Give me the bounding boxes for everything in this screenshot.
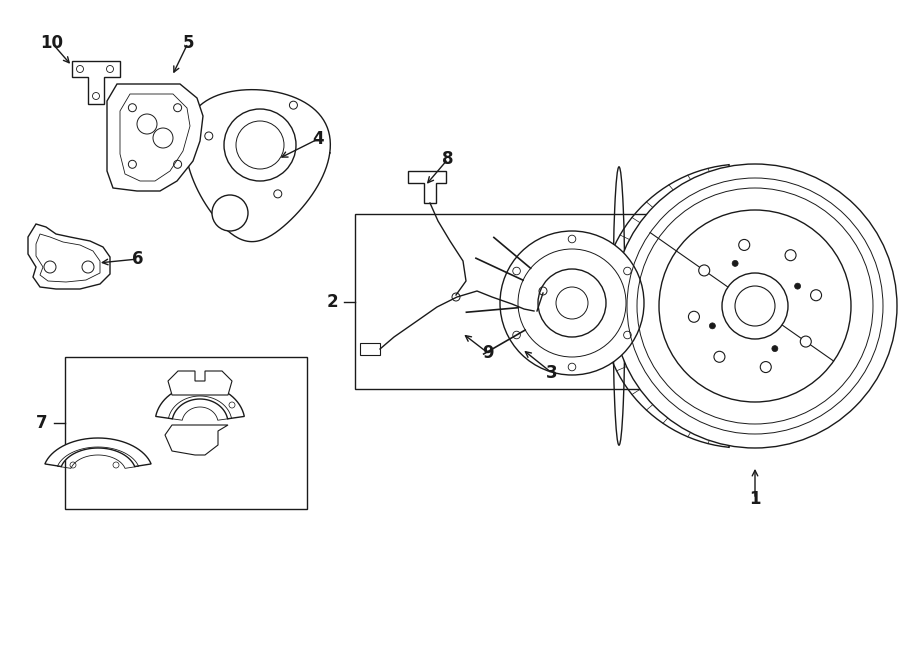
Circle shape xyxy=(224,109,296,181)
Polygon shape xyxy=(28,224,110,289)
Circle shape xyxy=(538,269,606,337)
Text: 8: 8 xyxy=(442,150,454,168)
Text: 3: 3 xyxy=(546,364,558,382)
Polygon shape xyxy=(168,371,232,395)
Polygon shape xyxy=(107,84,203,191)
Text: 7: 7 xyxy=(36,414,48,432)
Text: 9: 9 xyxy=(482,344,494,362)
Circle shape xyxy=(772,346,778,352)
Bar xyxy=(65,357,307,509)
Circle shape xyxy=(811,290,822,301)
Circle shape xyxy=(698,265,710,276)
Circle shape xyxy=(613,164,897,448)
Polygon shape xyxy=(360,343,380,355)
Circle shape xyxy=(795,283,801,289)
Circle shape xyxy=(722,273,788,339)
Polygon shape xyxy=(72,61,120,104)
Circle shape xyxy=(709,323,716,329)
Bar xyxy=(355,214,655,389)
Circle shape xyxy=(212,195,248,231)
Circle shape xyxy=(44,261,56,273)
Polygon shape xyxy=(45,438,151,467)
Circle shape xyxy=(739,239,750,251)
Text: 10: 10 xyxy=(40,34,64,52)
Polygon shape xyxy=(156,385,244,419)
Circle shape xyxy=(688,311,699,323)
Circle shape xyxy=(732,260,738,266)
Circle shape xyxy=(800,336,811,347)
Text: 5: 5 xyxy=(182,34,194,52)
Circle shape xyxy=(714,351,724,362)
Circle shape xyxy=(500,231,644,375)
Circle shape xyxy=(760,362,771,373)
Polygon shape xyxy=(408,171,446,203)
Text: 6: 6 xyxy=(132,250,144,268)
Circle shape xyxy=(82,261,94,273)
Circle shape xyxy=(785,250,796,260)
Text: 2: 2 xyxy=(326,293,338,311)
Text: 4: 4 xyxy=(312,130,324,148)
Polygon shape xyxy=(165,425,228,455)
Ellipse shape xyxy=(613,167,625,445)
Text: 1: 1 xyxy=(749,490,760,508)
